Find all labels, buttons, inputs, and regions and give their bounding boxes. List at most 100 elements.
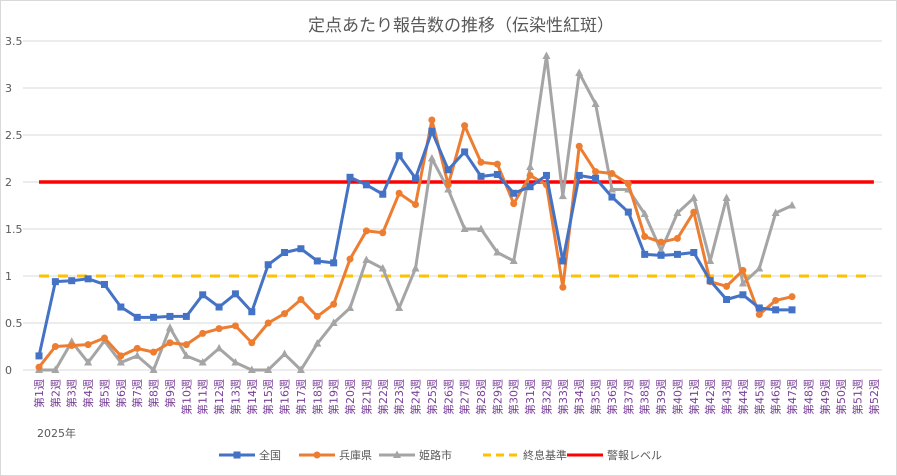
data-point [673,208,682,217]
x-tick-label: 第32週 [539,379,553,415]
legend-marker [393,450,401,458]
x-tick-label: 第48週 [801,379,815,415]
y-tick-label: 2.5 [5,129,23,142]
data-point [657,246,666,254]
data-point [395,189,403,197]
data-point [84,341,92,349]
x-tick-label: 第19週 [327,379,341,415]
data-point [591,99,600,107]
x-tick-label: 第47週 [785,379,799,415]
x-tick-label: 第23週 [392,379,406,415]
data-point [755,304,763,312]
data-point [722,193,731,201]
data-point [690,208,698,216]
legend-marker [233,451,241,459]
data-point [264,365,273,373]
data-point [772,306,780,314]
data-point [788,201,797,209]
data-point [362,255,371,264]
x-tick-label: 第45週 [752,379,766,415]
data-point [198,357,207,366]
data-point [509,256,518,264]
data-point [444,185,453,193]
data-point [624,180,632,188]
chart-title: 定点あたり報告数の推移（伝染性紅斑） [308,16,614,36]
data-point [526,171,534,179]
data-point [68,342,76,350]
x-tick-label: 第2週 [48,379,62,408]
data-point [477,158,485,166]
data-point [493,160,501,168]
legend-item: 終息基準 [483,448,567,462]
series-2 [35,51,797,373]
data-point [313,312,321,320]
x-tick-label: 第13週 [228,379,242,415]
data-point [510,189,518,197]
data-point [281,310,289,318]
data-point [248,339,256,347]
data-point [444,181,452,189]
data-point [395,152,403,160]
x-tick-label: 第35週 [589,379,603,415]
x-tick-label: 第7週 [130,379,144,408]
x-axis-label: 2025年 [37,426,76,440]
data-point [330,300,338,308]
legend-item: 姫路市 [379,448,452,462]
y-tick-label: 2 [5,176,12,189]
data-point [411,263,420,272]
data-point [362,181,370,189]
x-tick-label: 第38週 [638,379,652,415]
data-point [280,349,289,358]
legend-item: 警報レベル [567,448,662,462]
x-tick-label: 第25週 [425,379,439,415]
data-point [51,343,59,350]
data-point [116,357,125,366]
data-point [346,255,354,263]
data-point [133,313,141,321]
x-tick-label: 第11週 [196,379,210,415]
x-tick-label: 第40週 [670,379,684,415]
x-tick-label: 第20週 [343,379,357,415]
data-point [493,170,501,178]
data-point [444,166,452,174]
x-tick-label: 第34週 [572,379,586,415]
data-point [526,162,535,170]
data-point [526,183,534,191]
data-point [379,229,387,237]
x-tick-label: 第12週 [212,379,226,415]
data-point [166,339,174,347]
x-tick-label: 第49週 [818,379,832,415]
y-tick-label: 0 [5,364,12,377]
data-point [395,303,404,311]
data-point [84,275,92,283]
data-point [723,282,731,290]
x-tick-label: 第9週 [163,379,177,408]
x-axis: 第1週 第2週 第3週 第4週 第5週 第6週 第7週 第8週 第9週 第10週 第11週 第12週第… [32,379,881,415]
x-tick-label: 第42週 [703,379,717,415]
data-point [231,322,239,330]
x-tick-label: 第14週 [245,379,259,415]
data-point [133,344,141,352]
y-axis: 0 0.5 1 1.5 2 2.5 3 3.5 [5,35,23,377]
legend-marker [313,451,321,459]
x-tick-label: 第1週 [32,379,46,408]
data-point [35,363,43,371]
x-tick-label: 第26週 [441,379,455,415]
x-tick-label: 第50週 [834,379,848,415]
x-tick-label: 第31週 [523,379,537,415]
legend-label: 姫路市 [419,448,452,462]
data-point [35,352,43,360]
x-tick-label: 第18週 [310,379,324,415]
x-tick-label: 第29週 [490,379,504,415]
x-tick-label: 第36週 [605,379,619,415]
data-point [575,68,584,76]
x-tick-label: 第17週 [294,379,308,415]
data-point [755,311,763,319]
data-point [346,173,354,181]
x-tick-label: 第28週 [474,379,488,415]
data-point [788,306,796,314]
series-1 [35,116,796,371]
data-point [657,251,665,259]
data-point [313,339,322,347]
data-point [461,148,469,156]
